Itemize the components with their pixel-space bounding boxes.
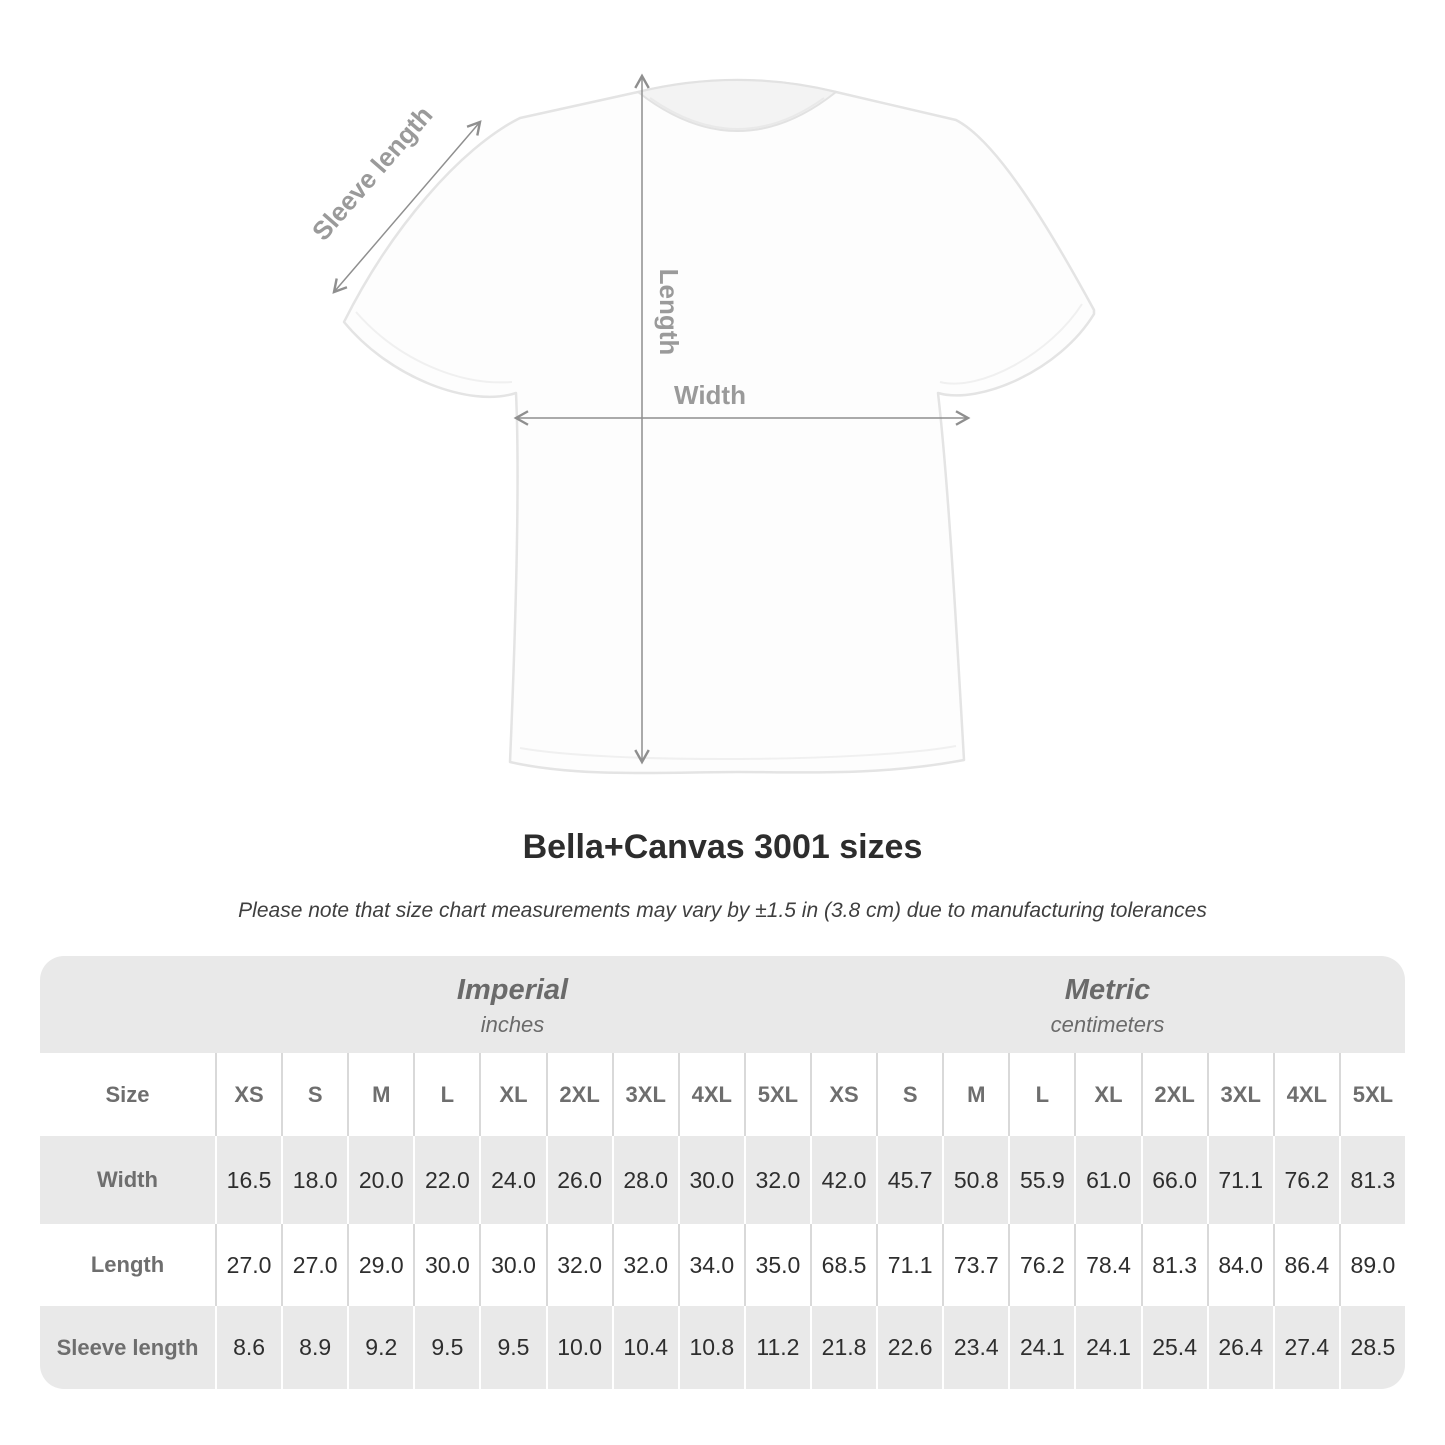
measurement-cell: 68.5 bbox=[810, 1224, 877, 1306]
size-column-header: 3XL bbox=[1206, 1053, 1273, 1136]
size-column-header: XL bbox=[1074, 1053, 1141, 1136]
measurement-cell: 10.8 bbox=[677, 1306, 744, 1389]
measurement-cell: 71.1 bbox=[876, 1224, 943, 1306]
measurement-cell: 24.1 bbox=[1008, 1306, 1075, 1389]
measurement-cell: 28.0 bbox=[611, 1136, 678, 1224]
page-title: Bella+Canvas 3001 sizes bbox=[522, 828, 923, 866]
size-column-header: 5XL bbox=[1338, 1053, 1405, 1136]
measurement-cell: 18.0 bbox=[281, 1136, 348, 1224]
measurement-cell: 28.5 bbox=[1338, 1306, 1405, 1389]
measurement-cell: 26.4 bbox=[1206, 1306, 1273, 1389]
measurement-cell: 10.0 bbox=[545, 1306, 612, 1389]
width-label: Width bbox=[674, 380, 746, 410]
measurement-cell: 76.2 bbox=[1008, 1224, 1075, 1306]
tshirt-measurement-diagram: Sleeve length Length Width bbox=[306, 73, 1096, 775]
measurement-cell: 34.0 bbox=[677, 1224, 744, 1306]
size-column-header: 4XL bbox=[677, 1053, 744, 1136]
measurement-cell: 11.2 bbox=[743, 1306, 810, 1389]
size-table: Imperial inches Metric centimeters Size X… bbox=[40, 956, 1405, 1389]
measurement-cell: 29.0 bbox=[347, 1224, 414, 1306]
measurement-cell: 30.0 bbox=[479, 1224, 546, 1306]
measurement-cell: 24.1 bbox=[1074, 1306, 1141, 1389]
sleeve-length-arrow bbox=[332, 120, 482, 294]
measurement-cell: 66.0 bbox=[1140, 1136, 1207, 1224]
measurement-cell: 84.0 bbox=[1206, 1224, 1273, 1306]
measurement-cell: 81.3 bbox=[1338, 1136, 1405, 1224]
row-label: Width bbox=[40, 1136, 215, 1224]
tshirt-collar-rib bbox=[649, 97, 825, 130]
metric-section-unit: centimeters bbox=[1050, 1011, 1165, 1037]
measurement-cell: 9.2 bbox=[347, 1306, 414, 1389]
measurement-cell: 32.0 bbox=[743, 1136, 810, 1224]
tshirt-hem-line bbox=[519, 745, 957, 761]
measurement-cell: 27.0 bbox=[215, 1224, 282, 1306]
row-label: Length bbox=[40, 1224, 215, 1306]
measurement-cell: 30.0 bbox=[677, 1136, 744, 1224]
measurement-cell: 22.0 bbox=[413, 1136, 480, 1224]
size-column-header: 3XL bbox=[611, 1053, 678, 1136]
measurement-cell: 9.5 bbox=[479, 1306, 546, 1389]
measurement-cell: 81.3 bbox=[1140, 1224, 1207, 1306]
measurement-cell: 10.4 bbox=[611, 1306, 678, 1389]
measurement-cell: 27.4 bbox=[1272, 1306, 1339, 1389]
row-label: Sleeve length bbox=[40, 1306, 215, 1389]
size-column-header: XL bbox=[479, 1053, 546, 1136]
imperial-section-unit: inches bbox=[480, 1011, 545, 1037]
size-column-header: L bbox=[1008, 1053, 1075, 1136]
measurement-cell: 89.0 bbox=[1338, 1224, 1405, 1306]
measurement-cell: 20.0 bbox=[347, 1136, 414, 1224]
measurement-cell: 22.6 bbox=[876, 1306, 943, 1389]
measurement-cell: 23.4 bbox=[942, 1306, 1009, 1389]
measurement-cell: 45.7 bbox=[876, 1136, 943, 1224]
size-column-header: 2XL bbox=[1140, 1053, 1207, 1136]
size-column-header: S bbox=[281, 1053, 348, 1136]
measurement-cell: 32.0 bbox=[611, 1224, 678, 1306]
measurement-cell: 27.0 bbox=[281, 1224, 348, 1306]
measurement-cell: 8.6 bbox=[215, 1306, 282, 1389]
measurement-cell: 78.4 bbox=[1074, 1224, 1141, 1306]
size-column-header: XS bbox=[810, 1053, 877, 1136]
measurement-cell: 71.1 bbox=[1206, 1136, 1273, 1224]
measurement-cell: 50.8 bbox=[942, 1136, 1009, 1224]
size-column-header: L bbox=[413, 1053, 480, 1136]
measurement-cell: 55.9 bbox=[1008, 1136, 1075, 1224]
size-column-header: 2XL bbox=[545, 1053, 612, 1136]
measurement-cell: 9.5 bbox=[413, 1306, 480, 1389]
metric-section-title: Metric bbox=[1064, 973, 1151, 1006]
measurement-cell: 42.0 bbox=[810, 1136, 877, 1224]
table-header-band: Imperial inches Metric centimeters bbox=[40, 956, 1405, 1053]
measurement-cell: 8.9 bbox=[281, 1306, 348, 1389]
measurement-cell: 86.4 bbox=[1272, 1224, 1339, 1306]
measurement-cell: 21.8 bbox=[810, 1306, 877, 1389]
measurement-cell: 30.0 bbox=[413, 1224, 480, 1306]
size-column-header: M bbox=[347, 1053, 414, 1136]
measurement-cell: 32.0 bbox=[545, 1224, 612, 1306]
imperial-section-title: Imperial bbox=[456, 973, 569, 1006]
imperial-section-header: Imperial inches bbox=[215, 956, 810, 1053]
measurement-cell: 16.5 bbox=[215, 1136, 282, 1224]
header-band-spacer bbox=[40, 956, 215, 1053]
size-column-header: 5XL bbox=[743, 1053, 810, 1136]
size-column-header: M bbox=[942, 1053, 1009, 1136]
measurement-cell: 35.0 bbox=[743, 1224, 810, 1306]
size-column-header: S bbox=[876, 1053, 943, 1136]
size-grid: Size XS S M L XL 2XL 3XL 4XL 5XL XS S M L XL 2XL 3XL 4XL 5… bbox=[40, 1053, 1405, 1389]
measurement-cell: 61.0 bbox=[1074, 1136, 1141, 1224]
measurement-cell: 25.4 bbox=[1140, 1306, 1207, 1389]
tshirt-left-cuff-line bbox=[355, 311, 513, 384]
size-column-header: 4XL bbox=[1272, 1053, 1339, 1136]
tolerance-note: Please note that size chart measurements… bbox=[238, 899, 1207, 922]
tshirt-outline bbox=[342, 78, 1096, 775]
tshirt-right-cuff-line bbox=[939, 303, 1083, 385]
metric-section-header: Metric centimeters bbox=[810, 956, 1405, 1053]
tshirt-graphic: Sleeve length Length Width bbox=[306, 73, 1096, 775]
measurement-cell: 24.0 bbox=[479, 1136, 546, 1224]
size-column-header: XS bbox=[215, 1053, 282, 1136]
measurement-cell: 26.0 bbox=[545, 1136, 612, 1224]
size-corner-label: Size bbox=[40, 1053, 215, 1136]
measurement-cell: 73.7 bbox=[942, 1224, 1009, 1306]
measurement-cell: 76.2 bbox=[1272, 1136, 1339, 1224]
length-label: Length bbox=[654, 269, 684, 356]
